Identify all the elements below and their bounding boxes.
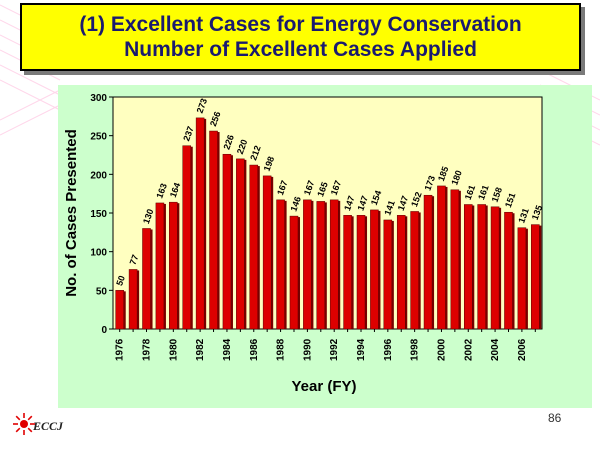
- data-label: 131: [516, 207, 531, 225]
- bar: [370, 209, 379, 330]
- data-label: 167: [275, 179, 290, 197]
- y-tick-label: 100: [90, 248, 107, 259]
- data-label: 185: [436, 165, 451, 183]
- bar: [249, 164, 259, 330]
- bar: [236, 158, 245, 330]
- x-tick-label: 1992: [329, 338, 340, 361]
- data-label: 167: [302, 179, 317, 197]
- x-tick-label: 2000: [436, 338, 447, 361]
- y-tick-label: 300: [90, 93, 107, 104]
- data-label: 154: [369, 189, 384, 207]
- data-label: 147: [342, 194, 357, 212]
- bar: [490, 206, 500, 330]
- data-label: 77: [128, 253, 141, 266]
- x-tick-label: 1976: [115, 338, 126, 361]
- page-number: 86: [548, 411, 562, 425]
- y-tick-label: 200: [90, 170, 107, 181]
- bar: [115, 290, 124, 330]
- bar: [182, 145, 192, 330]
- bar: [316, 201, 326, 330]
- title-line-2: Number of Excellent Cases Applied: [124, 38, 477, 61]
- eccj-logo-icon: [13, 413, 35, 435]
- bar: [276, 199, 285, 330]
- bar: [155, 202, 165, 330]
- data-label: 163: [154, 182, 169, 200]
- data-label: 151: [503, 191, 518, 209]
- data-label: 226: [221, 133, 236, 151]
- data-label: 141: [382, 199, 397, 217]
- bar: [463, 204, 473, 330]
- data-label: 152: [409, 191, 424, 209]
- data-label: 173: [423, 174, 438, 192]
- data-label: 220: [235, 138, 250, 156]
- bar: [262, 175, 272, 330]
- bar: [142, 228, 151, 330]
- data-label: 167: [329, 179, 344, 197]
- x-axis-title: Year (FY): [291, 378, 356, 395]
- x-tick-label: 1986: [249, 338, 260, 361]
- x-tick-label: 1980: [168, 338, 179, 361]
- data-label: 147: [396, 194, 411, 212]
- data-label: 146: [288, 195, 303, 213]
- data-label: 256: [208, 110, 223, 128]
- x-tick-label: 1984: [222, 338, 233, 361]
- data-label: 161: [463, 184, 478, 202]
- y-tick-label: 0: [101, 325, 107, 336]
- bar: [329, 199, 339, 330]
- bar: [450, 189, 460, 330]
- data-label: 158: [490, 186, 505, 204]
- bar: [169, 201, 178, 330]
- x-tick-label: 1978: [142, 338, 153, 361]
- bar: [423, 194, 433, 330]
- data-label: 212: [248, 144, 263, 162]
- x-tick-label: 2002: [463, 338, 474, 361]
- bar: [517, 227, 527, 330]
- bar: [343, 215, 352, 330]
- x-tick-label: 1996: [383, 338, 394, 361]
- x-tick-label: 2006: [517, 338, 528, 361]
- bar: [396, 215, 406, 330]
- y-tick-label: 50: [96, 286, 108, 297]
- data-label: 165: [315, 181, 330, 199]
- bar: [383, 219, 393, 330]
- title-line-1: (1) Excellent Cases for Energy Conservat…: [79, 13, 522, 36]
- data-label: 147: [355, 194, 370, 212]
- y-axis-title: No. of Cases Presented: [63, 129, 80, 297]
- data-label: 50: [114, 274, 127, 287]
- x-tick-label: 1988: [276, 338, 287, 361]
- x-tick-label: 1982: [195, 338, 206, 361]
- bar: [195, 117, 205, 330]
- bar: [303, 199, 312, 330]
- x-tick-label: 1998: [410, 338, 421, 361]
- x-tick-label: 1994: [356, 338, 367, 361]
- bar: [504, 211, 513, 330]
- data-label: 198: [262, 155, 277, 173]
- x-tick-label: 2004: [490, 338, 501, 361]
- logo-text: ECCJ: [33, 419, 64, 433]
- data-label: 164: [168, 181, 183, 199]
- data-label: 237: [181, 125, 196, 143]
- bar: [437, 185, 446, 330]
- bar: [128, 269, 138, 330]
- bar: [477, 204, 486, 330]
- data-label: 273: [195, 97, 210, 115]
- bar: [222, 153, 232, 330]
- bar: [356, 215, 366, 330]
- title-banner: (1) Excellent Cases for Energy Conservat…: [20, 3, 581, 71]
- data-label: 161: [476, 184, 491, 202]
- y-tick-label: 150: [90, 209, 107, 220]
- x-tick-label: 1990: [302, 338, 313, 361]
- bar: [531, 224, 540, 330]
- y-tick-label: 250: [90, 132, 107, 143]
- bar: [289, 215, 299, 330]
- bar: [209, 130, 218, 330]
- data-label: 135: [530, 204, 545, 222]
- bar: [410, 211, 419, 330]
- data-label: 180: [449, 169, 464, 187]
- data-label: 130: [141, 208, 156, 226]
